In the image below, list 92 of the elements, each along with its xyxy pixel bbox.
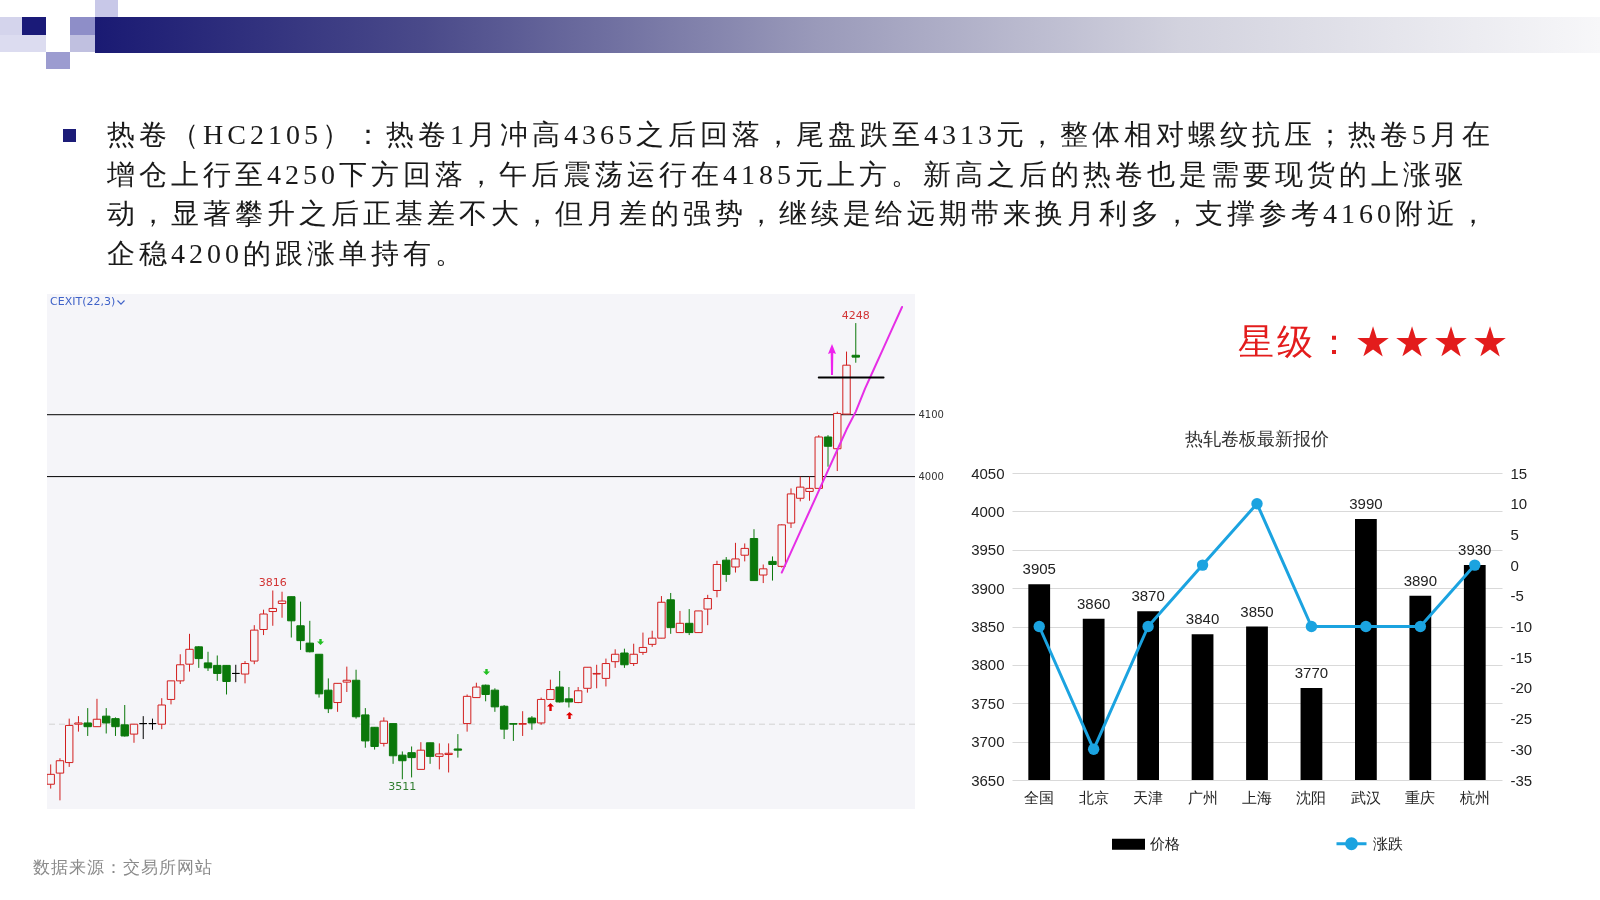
- y2-tick-label: 10: [1510, 495, 1528, 513]
- data-label: 3840: [1185, 610, 1220, 628]
- point: [1360, 620, 1372, 633]
- candlestick: [620, 648, 629, 669]
- point: [1414, 620, 1427, 633]
- data-label: 3890: [1403, 571, 1438, 589]
- data-label: 3850: [1240, 602, 1274, 620]
- y-tick-label: 4000: [971, 502, 1005, 520]
- y-tick-label: 3800: [971, 656, 1005, 674]
- x-tick-label: 北京: [1078, 789, 1109, 806]
- point: [1087, 743, 1100, 755]
- y-tick-label: 4050: [971, 464, 1005, 482]
- x-tick-label: 沈阳: [1296, 789, 1327, 806]
- x-tick-label: 上海: [1242, 789, 1272, 806]
- candlestick: [129, 723, 139, 744]
- candlestick: [731, 542, 740, 574]
- candlestick: [768, 555, 777, 582]
- candlestick: [277, 591, 287, 619]
- point: [1196, 559, 1209, 571]
- candlestick: [416, 741, 426, 770]
- y2-tick-label: -10: [1510, 618, 1533, 635]
- line-series: [780, 306, 904, 574]
- chart-title: 热轧卷板最新报价: [1185, 429, 1329, 449]
- source-note: 数据来源：交易所网站: [33, 857, 213, 879]
- candlestick: [296, 601, 305, 651]
- y-tick-label: 4100: [918, 409, 944, 421]
- x-tick-label: 天津: [1133, 789, 1164, 806]
- x-tick-label: 武汉: [1350, 789, 1381, 806]
- annotation: 3816: [258, 576, 287, 590]
- candlestick: [518, 710, 527, 737]
- candlestick: [453, 733, 463, 759]
- candlestick: [305, 620, 315, 653]
- data-label: 3905: [1022, 560, 1056, 578]
- point: [1251, 498, 1263, 510]
- candlestick: [157, 697, 166, 730]
- x-tick-label: 杭州: [1458, 789, 1490, 806]
- candlestick: [240, 660, 250, 684]
- candlestick: [823, 434, 833, 468]
- legend-label: 涨跌: [1373, 835, 1403, 852]
- x-tick-label: 全国: [1024, 789, 1055, 806]
- candlestick: [92, 698, 102, 728]
- annotation: 4248: [841, 309, 870, 323]
- candlestick: [685, 608, 694, 636]
- y-tick-label: 3700: [971, 733, 1005, 751]
- y2-tick-label: 5: [1510, 525, 1519, 543]
- point: [1469, 559, 1481, 571]
- y-tick-label: 3900: [971, 579, 1005, 597]
- y2-tick-label: 15: [1510, 464, 1528, 482]
- candlestick: [83, 707, 92, 737]
- candlestick: [425, 742, 435, 765]
- data-label: 3770: [1294, 663, 1329, 681]
- y2-tick-label: -15: [1510, 648, 1533, 666]
- y2-tick-label: -20: [1510, 679, 1533, 697]
- candlestick: [694, 610, 703, 634]
- data-label: 3860: [1076, 594, 1111, 612]
- y2-tick-label: -25: [1510, 710, 1533, 728]
- chart-title: CEXIT(22,3): [50, 295, 116, 308]
- y-tick-label: 3650: [971, 771, 1005, 789]
- point: [1305, 620, 1318, 633]
- candlestick: [851, 322, 860, 364]
- point: [1033, 620, 1045, 633]
- candlestick: [675, 610, 685, 634]
- candlestick: [342, 666, 352, 693]
- y-tick-label: 3750: [971, 694, 1005, 712]
- y2-tick-label: -35: [1510, 771, 1533, 789]
- candlestick: [194, 645, 203, 669]
- candlestick: [722, 556, 731, 583]
- candlestick: [629, 643, 638, 667]
- candlestick: [333, 682, 342, 713]
- data-label: 3870: [1131, 587, 1165, 605]
- y-tick-label: 4000: [918, 471, 944, 483]
- x-tick-label: 广州: [1187, 789, 1218, 806]
- legend-label: 价格: [1149, 836, 1180, 853]
- y-tick-label: 3950: [971, 541, 1005, 559]
- candlestick: [703, 594, 712, 626]
- candlestick: [379, 716, 389, 747]
- y-tick-label: 3850: [971, 618, 1005, 635]
- y2-tick-label: -30: [1510, 740, 1533, 758]
- y2-tick-label: -5: [1510, 587, 1524, 605]
- annotation: 3511: [388, 780, 417, 794]
- text: 热卷（HC2105）：热卷1月冲高4365之后回落，尾盘跌至4313元，整体相对螺纹抗压；热卷5月在增仓上行至4250下方回落，午后震荡运行在4185元上方。新高之后的热卷也是需要现货的上涨驱动，显著攀升之后正基差不大，但月差的强势，继续是给远期带来换月利多，支撑参考4160附近，企稳4200的跟涨单持有。: [107, 119, 1494, 269]
- x-tick-label: 重庆: [1405, 789, 1436, 806]
- data-label: 3990: [1349, 495, 1383, 513]
- candlestick: [610, 648, 620, 669]
- point: [1142, 620, 1154, 633]
- candlestick: [268, 590, 277, 627]
- data-label: 3930: [1458, 541, 1492, 559]
- candlestick: [527, 715, 537, 731]
- y2-tick-label: 0: [1510, 556, 1519, 574]
- candlestick: [638, 632, 648, 656]
- text: 星级：★★★★: [1238, 322, 1511, 362]
- candlestick: [759, 564, 768, 584]
